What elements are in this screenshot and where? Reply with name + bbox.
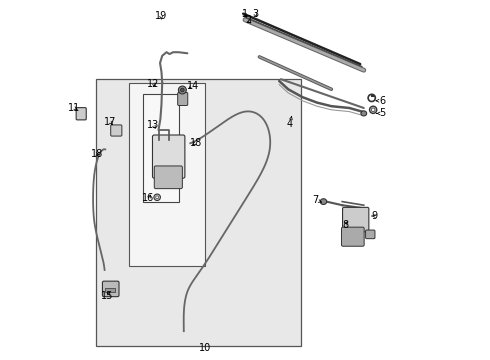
Text: 5: 5 bbox=[377, 108, 386, 118]
Text: 6: 6 bbox=[376, 96, 386, 106]
Text: 13: 13 bbox=[147, 120, 160, 130]
FancyBboxPatch shape bbox=[76, 108, 86, 120]
FancyBboxPatch shape bbox=[343, 207, 369, 232]
FancyBboxPatch shape bbox=[111, 125, 122, 136]
Text: 18: 18 bbox=[190, 138, 202, 148]
Text: 10: 10 bbox=[198, 343, 211, 353]
Ellipse shape bbox=[178, 86, 186, 94]
Ellipse shape bbox=[154, 194, 160, 201]
FancyBboxPatch shape bbox=[154, 166, 182, 189]
Text: 3: 3 bbox=[252, 9, 258, 19]
Text: 12: 12 bbox=[147, 78, 160, 89]
Bar bbox=[129, 83, 205, 266]
Ellipse shape bbox=[180, 88, 184, 92]
Text: 9: 9 bbox=[371, 211, 378, 221]
Bar bbox=[105, 288, 116, 292]
Text: 8: 8 bbox=[342, 220, 348, 230]
Ellipse shape bbox=[320, 199, 327, 204]
Ellipse shape bbox=[156, 196, 159, 199]
Bar bbox=[144, 94, 179, 202]
FancyBboxPatch shape bbox=[102, 281, 119, 297]
Ellipse shape bbox=[361, 111, 367, 116]
Text: 2: 2 bbox=[245, 15, 252, 25]
FancyBboxPatch shape bbox=[152, 135, 185, 178]
Text: 1: 1 bbox=[242, 9, 248, 19]
Text: 19: 19 bbox=[155, 11, 167, 21]
Text: 14: 14 bbox=[187, 81, 199, 91]
FancyBboxPatch shape bbox=[342, 227, 364, 246]
FancyBboxPatch shape bbox=[178, 93, 188, 105]
Ellipse shape bbox=[369, 106, 377, 113]
Text: 16: 16 bbox=[143, 193, 155, 203]
Bar bbox=[96, 79, 301, 346]
Ellipse shape bbox=[371, 108, 375, 112]
FancyBboxPatch shape bbox=[366, 230, 375, 239]
Text: 15: 15 bbox=[101, 291, 114, 301]
Text: 18: 18 bbox=[91, 149, 103, 159]
Text: 11: 11 bbox=[68, 103, 80, 113]
Text: 4: 4 bbox=[287, 116, 293, 129]
Text: 7: 7 bbox=[313, 195, 321, 205]
Text: 17: 17 bbox=[104, 117, 117, 127]
